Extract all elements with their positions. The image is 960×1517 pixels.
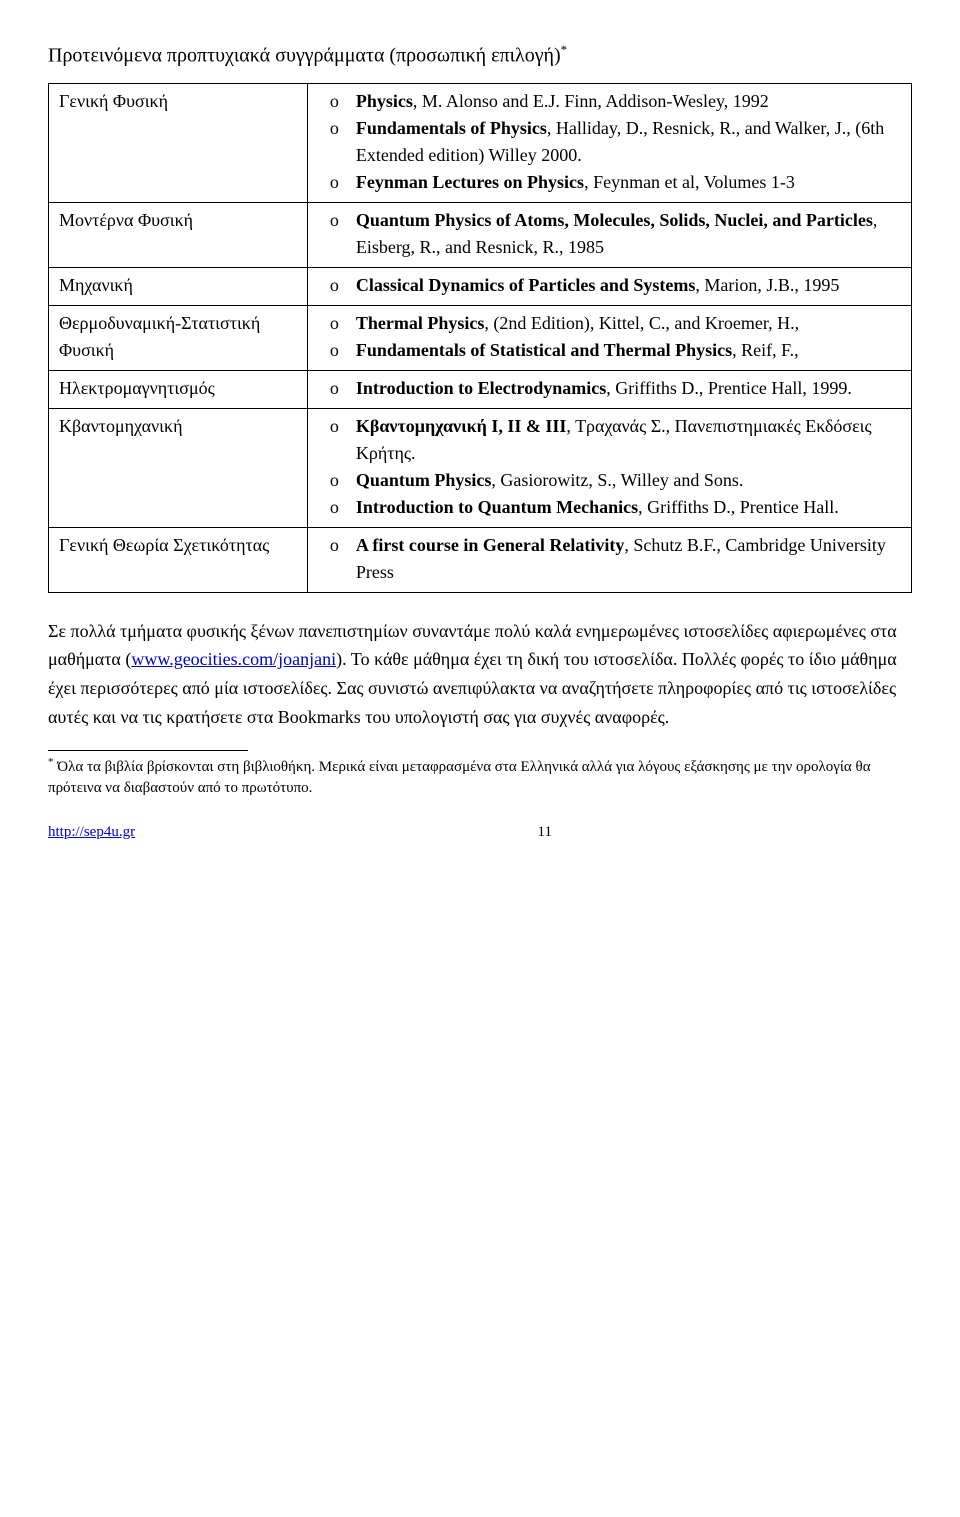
bullet-icon: o — [318, 532, 356, 586]
footnote-text: Όλα τα βιβλία βρίσκονται στη βιβλιοθήκη.… — [48, 759, 871, 796]
book-title: Feynman Lectures on Physics — [356, 172, 584, 192]
book-item: oΚβαντομηχανική Ι, ΙΙ & ΙΙΙ, Τραχανάς Σ.… — [318, 413, 901, 467]
topic-cell: Θερμοδυναμική-Στατιστική Φυσική — [49, 305, 308, 370]
book-text: Feynman Lectures on Physics, Feynman et … — [356, 169, 901, 196]
bullet-icon: o — [318, 207, 356, 261]
book-text: Quantum Physics of Atoms, Molecules, Sol… — [356, 207, 901, 261]
book-text: Quantum Physics, Gasiorowitz, S., Willey… — [356, 467, 901, 494]
bullet-icon: o — [318, 375, 356, 402]
footnote-rule — [48, 750, 248, 751]
book-item: oQuantum Physics, Gasiorowitz, S., Wille… — [318, 467, 901, 494]
bullet-icon: o — [318, 310, 356, 337]
topic-cell: Γενική Φυσική — [49, 83, 308, 202]
bullet-icon: o — [318, 413, 356, 467]
book-item: oA first course in General Relativity, S… — [318, 532, 901, 586]
bullet-icon: o — [318, 88, 356, 115]
book-title: Fundamentals of Statistical and Thermal … — [356, 340, 732, 360]
book-item: oFundamentals of Physics, Halliday, D., … — [318, 115, 901, 169]
book-title: Quantum Physics — [356, 470, 492, 490]
title-footnote-marker: * — [561, 42, 568, 57]
book-details: , Reif, F., — [732, 340, 799, 360]
bullet-icon: o — [318, 169, 356, 196]
topic-cell: Μοντέρνα Φυσική — [49, 202, 308, 267]
table-row: ΚβαντομηχανικήoΚβαντομηχανική Ι, ΙΙ & ΙΙ… — [49, 408, 912, 527]
book-item: oThermal Physics, (2nd Edition), Kittel,… — [318, 310, 901, 337]
book-item: oQuantum Physics of Atoms, Molecules, So… — [318, 207, 901, 261]
book-details: , Griffiths D., Prentice Hall. — [638, 497, 839, 517]
footnote: * Όλα τα βιβλία βρίσκονται στη βιβλιοθήκ… — [48, 755, 912, 799]
book-title: Introduction to Electrodynamics — [356, 378, 606, 398]
topic-cell: Κβαντομηχανική — [49, 408, 308, 527]
books-cell: oClassical Dynamics of Particles and Sys… — [307, 267, 911, 305]
book-details: , Feynman et al, Volumes 1-3 — [584, 172, 795, 192]
book-title: Classical Dynamics of Particles and Syst… — [356, 275, 695, 295]
topic-cell: Μηχανική — [49, 267, 308, 305]
book-item: oClassical Dynamics of Particles and Sys… — [318, 272, 901, 299]
table-row: Γενική ΦυσικήoPhysics, M. Alonso and E.J… — [49, 83, 912, 202]
bullet-icon: o — [318, 467, 356, 494]
bullet-icon: o — [318, 494, 356, 521]
book-title: Physics — [356, 91, 413, 111]
book-text: Classical Dynamics of Particles and Syst… — [356, 272, 901, 299]
book-item: oFundamentals of Statistical and Thermal… — [318, 337, 901, 364]
book-details: , Gasiorowitz, S., Willey and Sons. — [491, 470, 743, 490]
geocities-link[interactable]: www.geocities.com/joanjani — [131, 649, 336, 669]
bullet-icon: o — [318, 337, 356, 364]
footer-url-link[interactable]: http://sep4u.gr — [48, 821, 135, 844]
books-cell: oQuantum Physics of Atoms, Molecules, So… — [307, 202, 911, 267]
page-number: 11 — [538, 821, 552, 844]
book-title: Κβαντομηχανική Ι, ΙΙ & ΙΙΙ — [356, 416, 567, 436]
books-cell: oΚβαντομηχανική Ι, ΙΙ & ΙΙΙ, Τραχανάς Σ.… — [307, 408, 911, 527]
book-title: Quantum Physics of Atoms, Molecules, Sol… — [356, 210, 873, 230]
book-item: oIntroduction to Electrodynamics, Griffi… — [318, 375, 901, 402]
book-title: Thermal Physics — [356, 313, 485, 333]
book-text: Introduction to Electrodynamics, Griffit… — [356, 375, 901, 402]
book-text: Thermal Physics, (2nd Edition), Kittel, … — [356, 310, 901, 337]
topic-cell: Γενική Θεωρία Σχετικότητας — [49, 527, 308, 592]
bullet-icon: o — [318, 272, 356, 299]
book-text: Introduction to Quantum Mechanics, Griff… — [356, 494, 901, 521]
book-details: , Griffiths D., Prentice Hall, 1999. — [606, 378, 852, 398]
book-text: Κβαντομηχανική Ι, ΙΙ & ΙΙΙ, Τραχανάς Σ.,… — [356, 413, 901, 467]
table-row: Μηχανική oClassical Dynamics of Particles… — [49, 267, 912, 305]
page-title: Προτεινόμενα προπτυχιακά συγγράμματα (πρ… — [48, 40, 912, 71]
table-row: Γενική Θεωρία ΣχετικότηταςoA first cours… — [49, 527, 912, 592]
book-details: , M. Alonso and E.J. Finn, Addison-Wesle… — [413, 91, 769, 111]
book-text: Physics, M. Alonso and E.J. Finn, Addiso… — [356, 88, 901, 115]
books-cell: oThermal Physics, (2nd Edition), Kittel,… — [307, 305, 911, 370]
info-paragraph: Σε πολλά τμήματα φυσικής ξένων πανεπιστη… — [48, 617, 912, 732]
book-text: A first course in General Relativity, Sc… — [356, 532, 901, 586]
title-text: Προτεινόμενα προπτυχιακά συγγράμματα (πρ… — [48, 45, 561, 67]
book-text: Fundamentals of Statistical and Thermal … — [356, 337, 901, 364]
books-cell: oIntroduction to Electrodynamics, Griffi… — [307, 370, 911, 408]
topic-cell: Ηλεκτρομαγνητισμός — [49, 370, 308, 408]
bibliography-table: Γενική ΦυσικήoPhysics, M. Alonso and E.J… — [48, 83, 912, 593]
book-details: , (2nd Edition), Kittel, C., and Kroemer… — [484, 313, 799, 333]
page-footer: http://sep4u.gr 11 — [48, 821, 912, 844]
book-text: Fundamentals of Physics, Halliday, D., R… — [356, 115, 901, 169]
book-title: Introduction to Quantum Mechanics — [356, 497, 638, 517]
table-row: Μοντέρνα ΦυσικήoQuantum Physics of Atoms… — [49, 202, 912, 267]
table-row: Θερμοδυναμική-Στατιστική Φυσική oThermal … — [49, 305, 912, 370]
book-title: A first course in General Relativity — [356, 535, 624, 555]
book-details: , Marion, J.B., 1995 — [695, 275, 839, 295]
book-item: oPhysics, M. Alonso and E.J. Finn, Addis… — [318, 88, 901, 115]
bullet-icon: o — [318, 115, 356, 169]
books-cell: oPhysics, M. Alonso and E.J. Finn, Addis… — [307, 83, 911, 202]
table-row: Ηλεκτρομαγνητισμός oIntroduction to Elect… — [49, 370, 912, 408]
book-item: oIntroduction to Quantum Mechanics, Grif… — [318, 494, 901, 521]
books-cell: oA first course in General Relativity, S… — [307, 527, 911, 592]
book-item: oFeynman Lectures on Physics, Feynman et… — [318, 169, 901, 196]
book-title: Fundamentals of Physics — [356, 118, 547, 138]
